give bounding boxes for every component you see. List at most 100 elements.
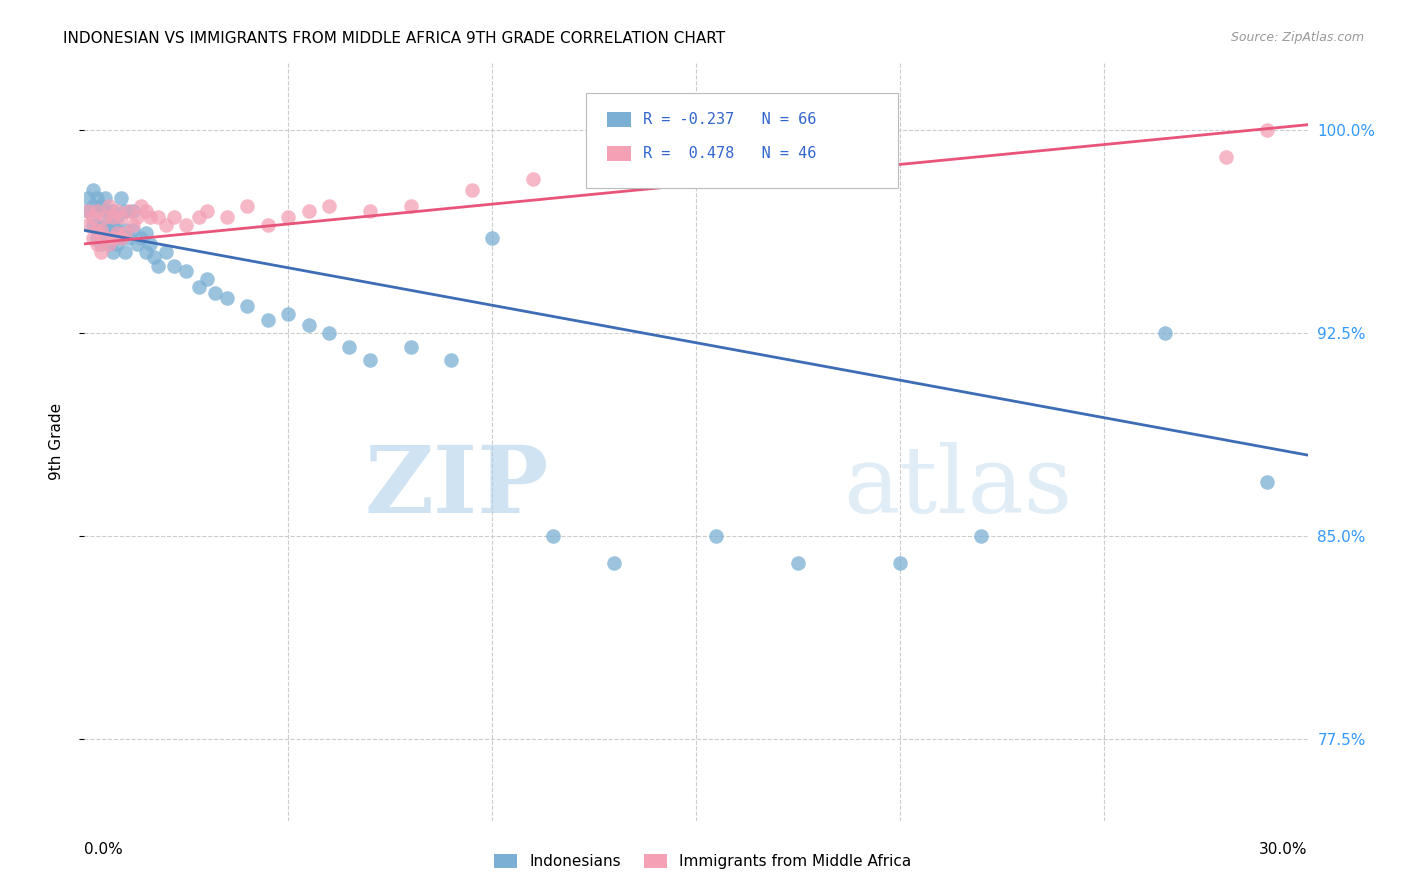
Text: ZIP: ZIP <box>366 442 550 532</box>
Text: R =  0.478   N = 46: R = 0.478 N = 46 <box>644 146 817 161</box>
Text: 30.0%: 30.0% <box>1260 842 1308 857</box>
Point <box>86 231 108 245</box>
Point <box>135 244 157 259</box>
Point <box>93 218 115 232</box>
Point <box>187 210 209 224</box>
Point <box>257 218 280 232</box>
Point <box>155 244 177 259</box>
Point <box>105 204 128 219</box>
Point <box>204 285 226 300</box>
Point <box>142 251 165 265</box>
Point <box>110 231 132 245</box>
Point <box>298 318 321 332</box>
Point <box>174 218 197 232</box>
Point <box>97 236 120 251</box>
Point <box>236 199 259 213</box>
Point <box>127 210 149 224</box>
Point <box>118 204 141 219</box>
Point <box>101 231 124 245</box>
Point <box>138 236 160 251</box>
Point <box>1256 475 1278 490</box>
Point <box>163 210 186 224</box>
Point <box>105 236 128 251</box>
Point <box>685 155 707 169</box>
Point <box>163 259 186 273</box>
Point <box>481 231 503 245</box>
Point <box>86 223 108 237</box>
Point <box>90 223 112 237</box>
Point <box>399 199 422 213</box>
Point <box>603 557 626 571</box>
Point <box>82 183 104 197</box>
Point <box>82 218 104 232</box>
Point <box>86 236 108 251</box>
Point <box>543 529 565 543</box>
Point <box>298 204 321 219</box>
Point <box>114 204 136 219</box>
Point <box>90 223 112 237</box>
Point <box>90 199 112 213</box>
Point <box>77 191 100 205</box>
Point <box>118 231 141 245</box>
Text: INDONESIAN VS IMMIGRANTS FROM MIDDLE AFRICA 9TH GRADE CORRELATION CHART: INDONESIAN VS IMMIGRANTS FROM MIDDLE AFR… <box>63 31 725 46</box>
Point <box>787 557 810 571</box>
Point <box>77 204 100 219</box>
Point <box>461 183 484 197</box>
Point <box>97 199 120 213</box>
Point <box>101 244 124 259</box>
Point <box>101 218 124 232</box>
Point <box>105 210 128 224</box>
Point <box>440 353 463 368</box>
Point <box>86 191 108 205</box>
Point <box>114 223 136 237</box>
Point <box>146 210 169 224</box>
Text: Source: ZipAtlas.com: Source: ZipAtlas.com <box>1230 31 1364 45</box>
Point <box>110 231 132 245</box>
Point <box>131 231 153 245</box>
Point <box>359 204 381 219</box>
Point <box>277 307 299 321</box>
Point <box>93 231 115 245</box>
FancyBboxPatch shape <box>586 93 898 187</box>
Point <box>195 272 218 286</box>
Point <box>195 204 218 219</box>
Point <box>82 210 104 224</box>
FancyBboxPatch shape <box>606 145 631 161</box>
Y-axis label: 9th Grade: 9th Grade <box>49 403 63 480</box>
Point <box>97 223 120 237</box>
Point <box>146 259 169 273</box>
Text: 0.0%: 0.0% <box>84 842 124 857</box>
Point <box>131 199 153 213</box>
Point <box>114 226 136 240</box>
Point <box>583 163 606 178</box>
Point <box>318 199 340 213</box>
Text: atlas: atlas <box>842 442 1071 532</box>
Point <box>122 223 145 237</box>
Point <box>101 210 124 224</box>
Point <box>105 226 128 240</box>
Point <box>101 231 124 245</box>
Point <box>90 244 112 259</box>
Point <box>90 236 112 251</box>
Point <box>110 210 132 224</box>
Point <box>217 210 239 224</box>
Point <box>86 218 108 232</box>
Legend: Indonesians, Immigrants from Middle Africa: Indonesians, Immigrants from Middle Afri… <box>488 848 918 875</box>
Point <box>105 223 128 237</box>
Point <box>706 529 728 543</box>
Point <box>127 236 149 251</box>
Point <box>93 231 115 245</box>
Point <box>97 204 120 219</box>
Point <box>318 326 340 341</box>
Point <box>82 231 104 245</box>
Point <box>135 204 157 219</box>
Point <box>187 280 209 294</box>
Point <box>110 191 132 205</box>
Point <box>277 210 299 224</box>
Point <box>399 340 422 354</box>
FancyBboxPatch shape <box>606 112 631 127</box>
Point <box>138 210 160 224</box>
Point <box>93 191 115 205</box>
Point <box>236 299 259 313</box>
Point <box>257 312 280 326</box>
